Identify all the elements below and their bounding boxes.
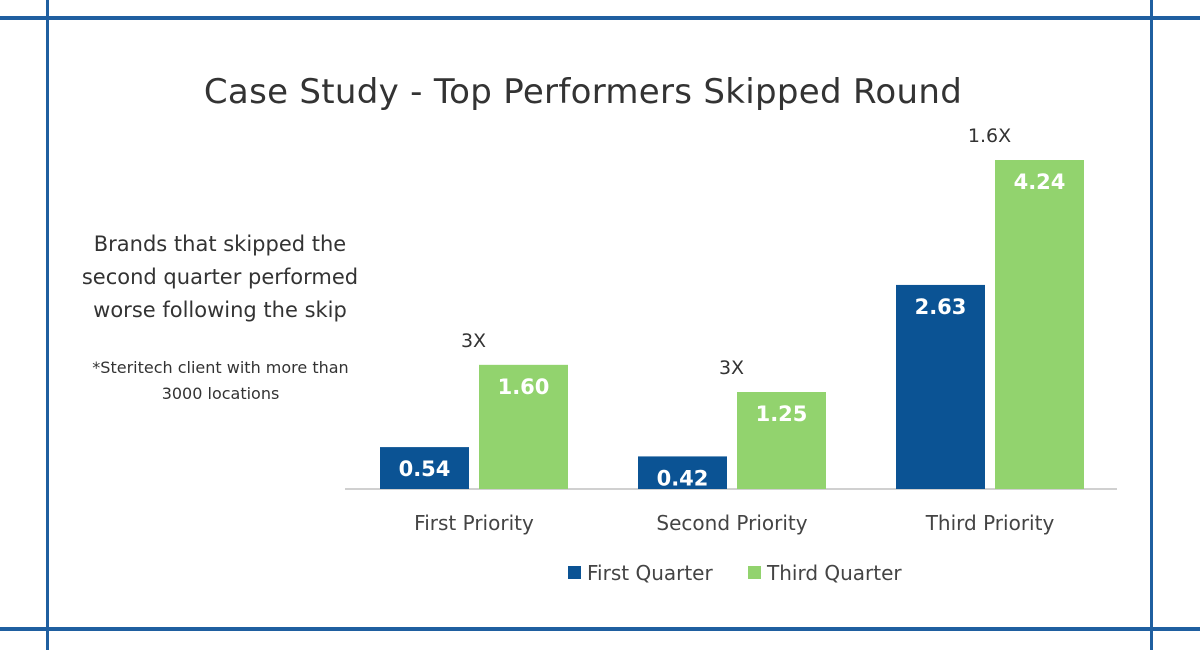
frame-bottom-line xyxy=(0,627,1200,631)
bar-value-label: 2.63 xyxy=(915,295,967,319)
side-description: Brands that skipped the second quarter p… xyxy=(70,228,370,327)
multiplier-annotation: 1.6X xyxy=(968,125,1011,147)
category-label: Third Priority xyxy=(925,511,1055,535)
bar-third-quarter xyxy=(737,392,826,489)
side-description-line: Brands that skipped the xyxy=(93,232,347,256)
side-footnote: *Steritech client with more than 3000 lo… xyxy=(78,355,363,407)
bar-value-label: 1.60 xyxy=(498,375,550,399)
legend-label: First Quarter xyxy=(587,561,713,585)
bar-first-quarter xyxy=(638,456,727,489)
bar-third-quarter xyxy=(995,160,1084,489)
frame-right-line xyxy=(1150,0,1153,650)
side-description-line: worse following the skip xyxy=(93,298,347,322)
legend-label: Third Quarter xyxy=(766,561,902,585)
bar-value-label: 0.42 xyxy=(657,466,709,490)
page-title: Case Study - Top Performers Skipped Roun… xyxy=(203,72,963,112)
bar-value-label: 1.25 xyxy=(756,402,808,426)
bar-third-quarter xyxy=(479,364,568,489)
legend-swatch-first-quarter xyxy=(568,566,581,579)
side-footnote-line: 3000 locations xyxy=(161,384,280,403)
multiplier-annotation: 3X xyxy=(719,357,744,379)
legend-swatch-third-quarter xyxy=(748,566,761,579)
category-label: Second Priority xyxy=(656,511,807,535)
multiplier-annotation: 3X xyxy=(461,330,486,352)
bar-value-label: 0.54 xyxy=(399,457,451,481)
bar-first-quarter xyxy=(896,284,985,489)
side-description-line: second quarter performed xyxy=(81,265,359,289)
frame-left-line xyxy=(46,0,49,650)
bar-first-quarter xyxy=(380,447,469,489)
side-footnote-line: *Steritech client with more than xyxy=(92,358,349,377)
category-label: First Priority xyxy=(414,511,534,535)
frame-top-line xyxy=(0,16,1200,20)
bar-value-label: 4.24 xyxy=(1014,170,1066,194)
